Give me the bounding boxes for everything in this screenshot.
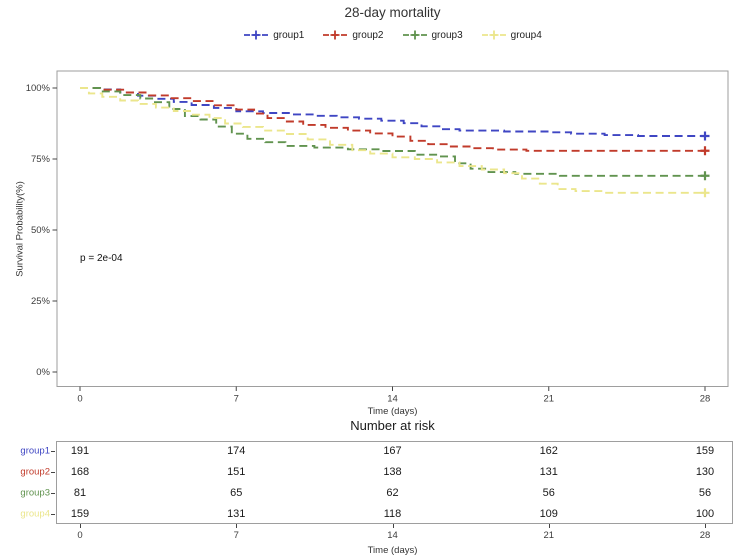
y-tick-label: 50% [31, 225, 51, 236]
risk-table-title: Number at risk [350, 418, 435, 433]
risk-count-group2-day21: 131 [539, 466, 558, 479]
censor-plus-marker-group4 [700, 188, 710, 198]
x-tick-label: 14 [387, 394, 398, 405]
risk-count-group1-day14: 167 [383, 445, 402, 458]
risk-count-group4-day28: 100 [695, 507, 715, 520]
risk-row-label-group2: group2 [20, 466, 50, 478]
risk-axis-tick-label: 0 [77, 530, 83, 541]
legend-plus-marker [330, 30, 340, 40]
risk-axis-tick-mark [392, 524, 394, 528]
risk-count-group4-day7: 131 [227, 507, 246, 520]
legend-label-group2: group2 [352, 29, 384, 41]
survival-curve-group1 [80, 87, 705, 137]
y-tick-label: 0% [36, 367, 50, 378]
risk-count-group3-day21: 56 [542, 486, 555, 499]
x-tick-label: 0 [77, 394, 82, 405]
y-tick-label: 100% [26, 83, 51, 94]
legend-label-group4: group4 [510, 29, 542, 41]
risk-table-x-axis-label: Time (days) [367, 545, 418, 556]
legend-plus-marker [489, 30, 499, 40]
legend-plus-marker [251, 30, 261, 40]
risk-count-group2-day14: 138 [383, 466, 402, 479]
chart-legend: group1 group2 group3 group4 [57, 29, 728, 41]
legend-key-icon-group2 [323, 30, 348, 40]
legend-item-group2: group2 [322, 29, 384, 41]
risk-row-label-group1: group1 [20, 445, 50, 457]
survival-plot: 0% 25% 50% 75% 100% 0 7 14 21 28 [26, 70, 729, 405]
y-tick-label: 75% [31, 154, 51, 165]
risk-axis-tick-mark [80, 524, 81, 528]
x-tick-label: 21 [543, 394, 554, 405]
risk-count-group3-day14: 62 [386, 486, 399, 499]
risk-count-group3-day0: 81 [73, 486, 87, 499]
survival-curve-group2 [80, 87, 705, 152]
chart-title: 28-day mortality [344, 5, 441, 20]
legend-label-group1: group1 [273, 29, 305, 41]
legend-key-icon-group3 [402, 30, 427, 40]
risk-row-tick [51, 513, 55, 515]
risk-row-tick [51, 492, 55, 494]
risk-table-row-group4: group4 159 131 118 109 100 [0, 503, 740, 524]
risk-count-group2-day0: 168 [70, 466, 90, 479]
x-tick-label: 28 [700, 394, 711, 405]
risk-count-group4-day14: 118 [383, 507, 402, 520]
legend-item-group1: group1 [243, 29, 304, 41]
legend-item-group4: group4 [481, 29, 542, 41]
risk-axis-tick-label: 28 [699, 530, 711, 541]
risk-count-group3-day7: 65 [230, 486, 243, 499]
risk-row-tick [51, 451, 55, 453]
risk-count-group4-day21: 109 [539, 507, 558, 520]
risk-count-group1-day21: 162 [539, 445, 558, 458]
risk-count-group4-day0: 159 [70, 507, 90, 520]
risk-axis-tick-mark [548, 524, 550, 528]
risk-count-group1-day7: 174 [227, 445, 246, 458]
risk-count-group2-day28: 130 [695, 466, 715, 479]
risk-count-group3-day28: 56 [698, 486, 712, 499]
y-axis-label: Survival Probability(%) [14, 181, 26, 277]
risk-row-label-group3: group3 [20, 487, 50, 499]
censor-plus-marker-group2 [700, 146, 710, 156]
legend-plus-marker [410, 30, 419, 40]
risk-row-tick [51, 472, 55, 474]
risk-count-group1-day28: 159 [695, 445, 715, 458]
risk-axis-tick-label: 7 [233, 530, 239, 541]
legend-label-group3: group3 [431, 29, 463, 41]
x-tick-label: 7 [234, 394, 239, 405]
survival-curve-group4 [80, 87, 705, 194]
legend-item-group3: group3 [402, 29, 463, 41]
x-axis-label: Time (days) [367, 406, 418, 417]
risk-table-row-group1: group1 191 174 167 162 159 [0, 441, 740, 462]
risk-count-group1-day0: 191 [70, 445, 90, 458]
plot-frame [56, 70, 729, 387]
risk-row-label-group4: group4 [20, 508, 50, 520]
risk-axis-tick-mark [705, 524, 706, 528]
censor-plus-marker-group3 [700, 171, 710, 181]
risk-table-frame [56, 441, 733, 524]
risk-count-group2-day7: 151 [227, 466, 246, 479]
legend-key-icon-group4 [481, 30, 506, 40]
p-value-annotation: p = 2e-04 [80, 253, 123, 264]
y-tick-label: 25% [31, 296, 51, 307]
risk-table-row-group3: group3 81 65 62 56 56 [0, 483, 740, 504]
legend-key-icon-group1 [244, 30, 269, 40]
censor-plus-marker-group1 [700, 131, 710, 141]
risk-axis-tick-mark [236, 524, 238, 528]
risk-axis-tick-label: 21 [543, 530, 555, 541]
risk-table-row-group2: group2 168 151 138 131 130 [0, 462, 740, 483]
risk-axis-tick-label: 14 [387, 530, 398, 541]
